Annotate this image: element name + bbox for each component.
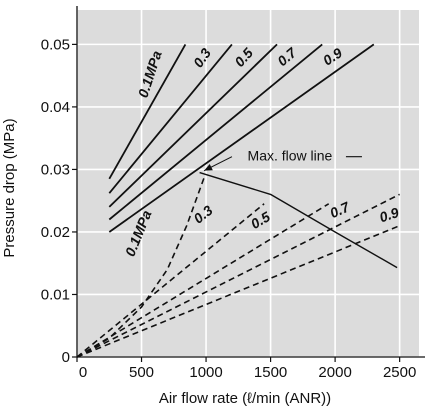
y-tick-label: 0.05: [41, 36, 70, 53]
x-tick-label: 2500: [383, 364, 416, 381]
y-tick-label: 0.04: [41, 99, 70, 116]
solid-line-0-7: [108, 43, 323, 221]
x-tick-label: 1000: [189, 364, 222, 381]
series-lines: [76, 43, 400, 358]
solid-line-0-9: [108, 43, 375, 233]
y-tick-labels: 0 0.01 0.02 0.03 0.04 0.05: [41, 36, 70, 366]
grid: [76, 10, 419, 358]
y-tick-label: 0.03: [41, 161, 70, 178]
annotation-arrowhead: [204, 163, 213, 171]
x-tick-label: 500: [129, 364, 154, 381]
solid-line-max-flow-line: [199, 171, 398, 269]
y-axis-title: Pressure drop (MPa): [1, 118, 18, 257]
axes: [72, 6, 425, 362]
curve-label: 0.7: [327, 198, 352, 221]
solid-line-0-3: [108, 43, 233, 194]
y-tick-label: 0.02: [41, 224, 70, 241]
annotation: Max. flow line: [203, 148, 362, 172]
x-tick-label: 0: [79, 364, 87, 381]
solid-line-0-1mpa: [108, 43, 187, 180]
y-tick-label: 0.01: [41, 286, 70, 303]
y-tick-label: 0: [62, 349, 70, 366]
dashed-line-0-5: [76, 203, 330, 358]
dashed-line-0-7: [76, 193, 400, 358]
x-tick-labels: 0 500 1000 1500 2000 2500: [79, 364, 417, 381]
dashed-line-0-3: [76, 203, 265, 358]
solid-line-0-5: [108, 43, 278, 208]
x-axis-title: Air flow rate (ℓ/min (ANR)): [159, 390, 331, 407]
dashed-line-0-9: [76, 224, 400, 358]
x-tick-label: 2000: [318, 364, 351, 381]
curve-label: 0.9: [377, 204, 401, 225]
x-tick-label: 1500: [254, 364, 287, 381]
annotation-label: Max. flow line: [248, 148, 333, 164]
